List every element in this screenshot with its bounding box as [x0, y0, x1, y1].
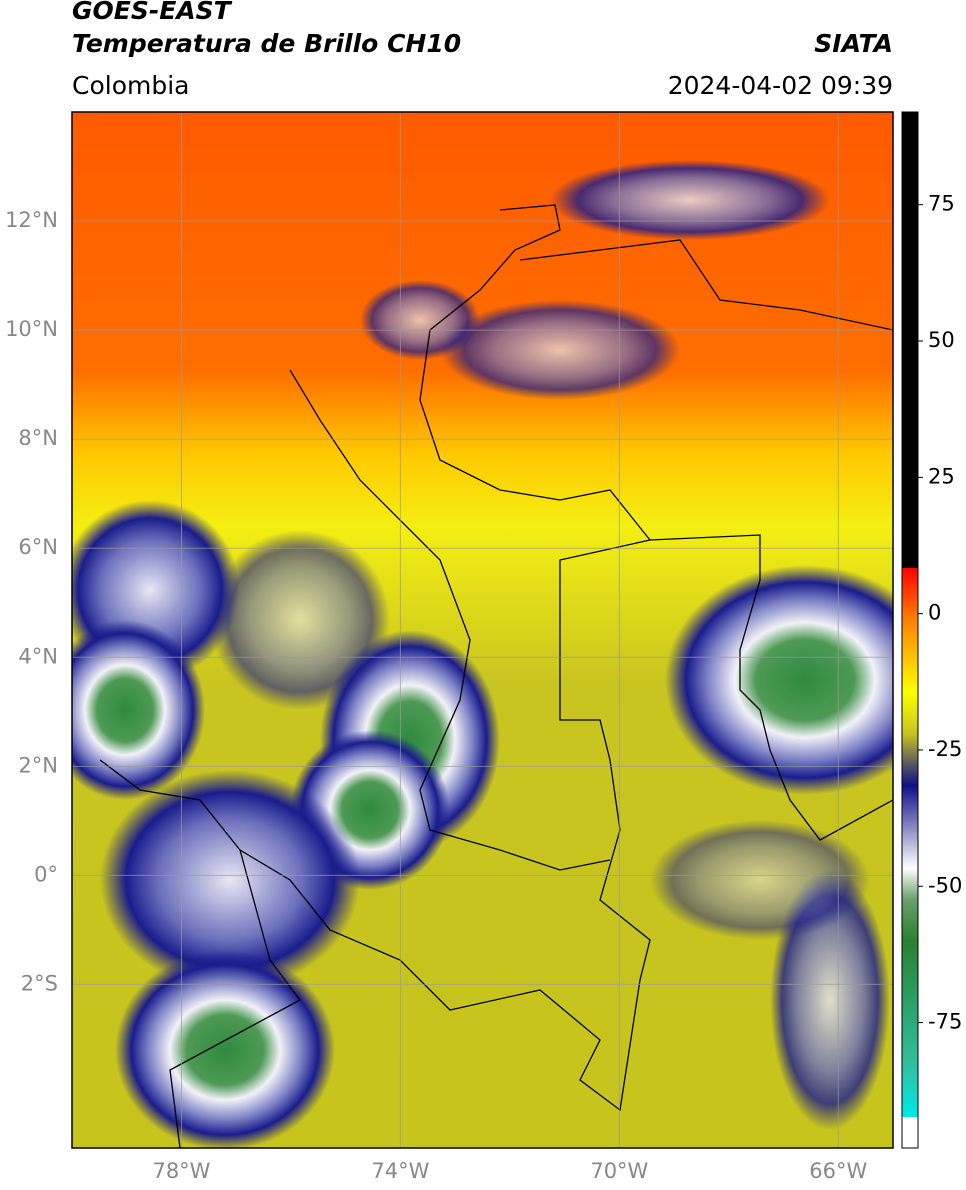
y-tick-label: 4°N [18, 644, 58, 668]
colorbar-tick-label: 50 [928, 328, 955, 352]
y-tick-label: 10°N [5, 317, 58, 341]
y-tick-label: 12°N [5, 208, 58, 232]
gridlines [72, 112, 893, 1148]
y-tick-label: 6°N [18, 535, 58, 559]
y-tick-label: 2°N [18, 753, 58, 777]
colorbar-tick-label: 0 [928, 601, 941, 625]
title: GOES-EAST [72, 0, 233, 25]
colorbar-tick-label: 75 [928, 192, 955, 216]
colorbar-tick-label: -50 [928, 873, 962, 897]
x-tick-label: 78°W [152, 1159, 210, 1183]
colorbar-tick-label: -25 [928, 737, 962, 761]
colorbar-tick-label: 25 [928, 464, 955, 488]
map-frame [71, 111, 894, 1149]
colorbar [901, 111, 919, 1149]
colorbar-tick-label: -75 [928, 1010, 962, 1034]
satellite-image [72, 112, 893, 1148]
y-tick-label: 2°S [21, 971, 58, 995]
x-tick-label: 70°W [590, 1159, 648, 1183]
region: Colombia [72, 71, 189, 100]
y-tick-label: 8°N [18, 426, 58, 450]
source: SIATA [814, 29, 893, 58]
y-tick-label: 0° [34, 862, 58, 886]
timestamp: 2024-04-02 09:39 [668, 71, 893, 100]
x-tick-label: 74°W [371, 1159, 429, 1183]
x-tick-label: 66°W [809, 1159, 867, 1183]
subtitle: Temperatura de Brillo CH10 [72, 29, 461, 58]
